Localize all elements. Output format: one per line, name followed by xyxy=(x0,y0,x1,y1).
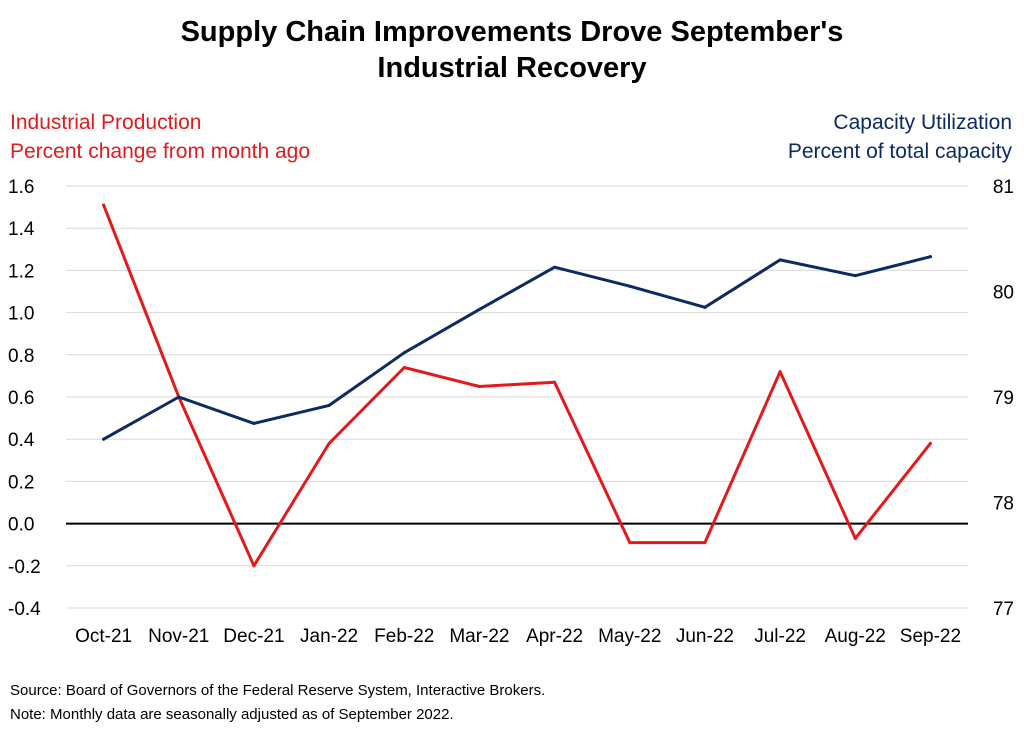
industrial-production-point xyxy=(703,541,707,545)
x-tick-label: Oct-21 xyxy=(75,626,132,647)
capacity-utilization-point xyxy=(402,351,406,355)
industrial-production-point xyxy=(327,441,331,445)
chart-title-line-2: Industrial Recovery xyxy=(377,52,647,84)
right-tick-label: 77 xyxy=(993,599,1014,620)
industrial-production-point xyxy=(853,536,857,540)
industrial-production-point xyxy=(928,441,932,445)
chart-title: Supply Chain Improvements Drove Septembe… xyxy=(0,14,1024,86)
x-tick-label: Apr-22 xyxy=(526,626,583,647)
left-tick-label: 0.4 xyxy=(8,430,35,451)
right-axis-label: Capacity Utilization Percent of total ca… xyxy=(788,108,1012,166)
left-tick-label: 0.6 xyxy=(8,388,34,409)
capacity-utilization-point xyxy=(853,274,857,278)
x-tick-label: Aug-22 xyxy=(825,626,886,647)
left-tick-label: 0.0 xyxy=(8,515,34,536)
left-axis-label-unit: Percent change from month ago xyxy=(10,140,311,163)
source-note: Source: Board of Governors of the Federa… xyxy=(10,682,546,699)
industrial-production-line xyxy=(102,203,932,568)
x-tick-label: Feb-22 xyxy=(374,626,434,647)
capacity-utilization-point xyxy=(553,265,557,269)
x-tick-label: Dec-21 xyxy=(223,626,284,647)
left-tick-label: 1.4 xyxy=(8,219,35,240)
capacity-utilization-point xyxy=(252,421,256,425)
capacity-utilization-point xyxy=(327,403,331,407)
left-axis-label: Industrial Production Percent change fro… xyxy=(10,108,310,166)
x-tick-label: Jun-22 xyxy=(676,626,734,647)
right-axis-label-series: Capacity Utilization xyxy=(833,111,1012,134)
industrial-production-point xyxy=(477,384,481,388)
industrial-production-point xyxy=(402,365,406,369)
capacity-utilization-point xyxy=(703,305,707,309)
right-tick-label: 79 xyxy=(993,388,1014,409)
industrial-production-point xyxy=(628,541,632,545)
capacity-utilization-point xyxy=(928,255,932,259)
capacity-utilization-line xyxy=(102,255,932,441)
x-tick-label: Jan-22 xyxy=(300,626,358,647)
industrial-production-point xyxy=(252,564,256,568)
capacity-utilization-point xyxy=(102,437,106,441)
axis-ticks: 1.6 1.4 1.2 1.0 0.8 0.6 0.4 0.2 0.0 -0.2 -0.4 81 80 7… xyxy=(8,177,1014,647)
left-tick-label: -0.2 xyxy=(8,557,41,578)
x-tick-label: May-22 xyxy=(598,626,661,647)
industrial-production-point xyxy=(102,203,106,207)
capacity-utilization-point xyxy=(177,395,181,399)
footnote: Note: Monthly data are seasonally adjust… xyxy=(10,706,454,723)
left-tick-label: 0.2 xyxy=(8,472,34,493)
x-tick-label: Jul-22 xyxy=(754,626,806,647)
gridlines xyxy=(66,185,968,609)
capacity-utilization-point xyxy=(477,307,481,311)
left-tick-label: -0.4 xyxy=(8,599,41,620)
chart-title-line-1: Supply Chain Improvements Drove Septembe… xyxy=(180,16,844,48)
right-tick-label: 81 xyxy=(993,177,1014,198)
series-lines xyxy=(102,203,932,568)
x-tick-label: Nov-21 xyxy=(148,626,209,647)
capacity-utilization-point xyxy=(628,284,632,288)
right-axis-label-unit: Percent of total capacity xyxy=(787,140,1012,163)
industrial-production-point xyxy=(553,380,557,384)
left-tick-label: 1.0 xyxy=(8,304,34,325)
left-tick-label: 0.8 xyxy=(8,346,34,367)
right-tick-label: 80 xyxy=(993,283,1014,304)
capacity-utilization-point xyxy=(778,258,782,262)
left-axis-label-series: Industrial Production xyxy=(10,111,202,134)
right-tick-label: 78 xyxy=(993,494,1014,515)
left-tick-label: 1.6 xyxy=(8,177,34,198)
industrial-production-point xyxy=(778,370,782,374)
x-tick-label: Mar-22 xyxy=(449,626,509,647)
x-tick-label: Sep-22 xyxy=(900,626,961,647)
left-tick-label: 1.2 xyxy=(8,261,34,282)
